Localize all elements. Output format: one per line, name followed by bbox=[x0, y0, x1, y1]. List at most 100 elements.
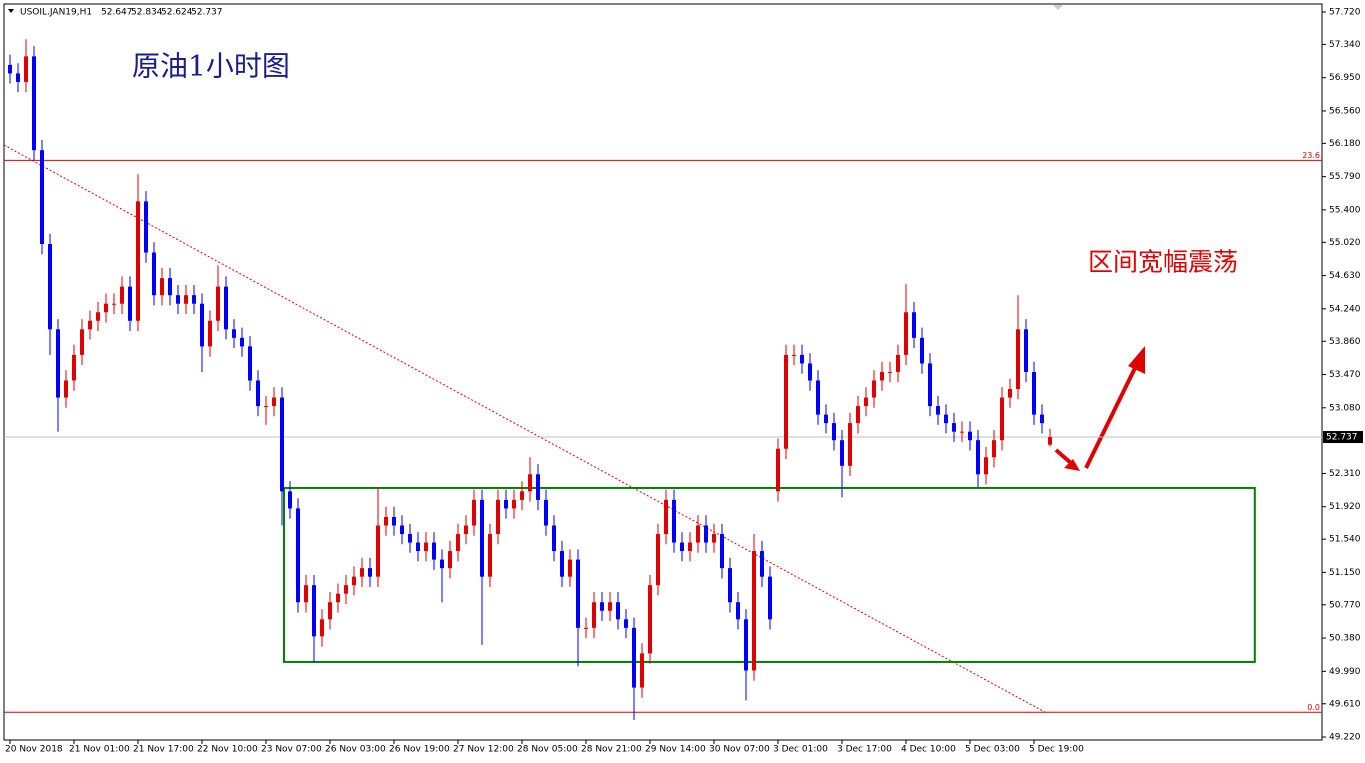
candle-body bbox=[472, 499, 476, 526]
candle-body bbox=[656, 534, 660, 586]
candle-body bbox=[632, 627, 636, 688]
candle-body bbox=[440, 559, 444, 569]
candle-body bbox=[848, 423, 852, 466]
candle-body bbox=[704, 525, 708, 543]
candle-body bbox=[360, 568, 364, 577]
candle-body bbox=[680, 542, 684, 552]
candle-body bbox=[448, 551, 452, 569]
y-tick-label: 53.470 bbox=[1329, 370, 1361, 380]
candle-body bbox=[72, 354, 76, 381]
candle-body bbox=[24, 56, 28, 82]
candle-body bbox=[904, 312, 908, 355]
candle-body bbox=[464, 525, 468, 535]
candle-body bbox=[1032, 371, 1036, 415]
candle-body bbox=[864, 397, 868, 407]
x-tick-label: 23 Nov 07:00 bbox=[261, 745, 322, 755]
fibo-label: 0.0 bbox=[1307, 703, 1320, 712]
candle-body bbox=[200, 303, 204, 347]
trendline bbox=[3, 144, 1046, 713]
range-box bbox=[283, 486, 1256, 663]
candle-body bbox=[192, 295, 196, 304]
candle-body bbox=[720, 534, 724, 569]
price-label-box bbox=[1323, 431, 1363, 444]
candle-body bbox=[528, 474, 532, 492]
candle-body bbox=[760, 551, 764, 577]
candle-body bbox=[624, 619, 628, 628]
candle-body bbox=[808, 363, 812, 381]
candle-body bbox=[672, 499, 676, 543]
candle-body bbox=[920, 337, 924, 364]
candle-body bbox=[640, 653, 644, 688]
candle-body bbox=[912, 312, 916, 338]
candle-body bbox=[576, 559, 580, 628]
y-tick-label: 49.220 bbox=[1329, 733, 1361, 743]
candle-body bbox=[888, 371, 892, 373]
candle-body bbox=[392, 516, 396, 526]
y-tick-label: 57.340 bbox=[1329, 40, 1361, 50]
candle-body bbox=[608, 602, 612, 611]
y-tick-label: 56.950 bbox=[1329, 73, 1361, 83]
arrow-up bbox=[1084, 346, 1145, 469]
shift-marker bbox=[1053, 5, 1063, 10]
y-tick-label: 50.770 bbox=[1329, 600, 1361, 610]
candle-body bbox=[232, 329, 236, 338]
candle-body bbox=[728, 568, 732, 603]
y-tick-label: 55.400 bbox=[1329, 205, 1361, 215]
y-tick-label: 53.080 bbox=[1329, 403, 1361, 413]
chart-title: 原油1小时图 bbox=[132, 50, 290, 83]
price-label: 52.737 bbox=[1326, 433, 1358, 443]
candle-body bbox=[936, 406, 940, 415]
candle-body bbox=[336, 593, 340, 603]
candle-body bbox=[776, 448, 780, 492]
candle-body bbox=[328, 602, 332, 620]
candle-body bbox=[176, 295, 180, 304]
x-tick-label: 26 Nov 03:00 bbox=[325, 745, 386, 755]
candle-body bbox=[320, 619, 324, 637]
candle-body bbox=[480, 499, 484, 577]
candle-body bbox=[768, 576, 772, 620]
plot-frame bbox=[3, 3, 1323, 741]
candle-body bbox=[40, 150, 44, 245]
candle-body bbox=[840, 440, 844, 466]
y-tick-label: 51.920 bbox=[1329, 502, 1361, 512]
candle-body bbox=[968, 431, 972, 441]
candle-body bbox=[664, 499, 668, 535]
x-tick-label: 21 Nov 01:00 bbox=[69, 745, 130, 755]
y-tick-label: 49.610 bbox=[1329, 699, 1361, 709]
x-tick-label: 29 Nov 14:00 bbox=[645, 745, 706, 755]
x-tick-label: 28 Nov 05:00 bbox=[517, 745, 578, 755]
candle-body bbox=[712, 534, 716, 543]
candle-body bbox=[128, 286, 132, 321]
x-tick-label: 27 Nov 12:00 bbox=[453, 745, 514, 755]
candle-body bbox=[48, 244, 52, 330]
candle-body bbox=[312, 585, 316, 637]
candle-body bbox=[496, 499, 500, 535]
candle-body bbox=[544, 499, 548, 526]
x-tick-label: 26 Nov 19:00 bbox=[389, 745, 450, 755]
candle-body bbox=[784, 354, 788, 449]
y-tick-label: 52.310 bbox=[1329, 469, 1361, 479]
candle-body bbox=[928, 363, 932, 407]
candle-body bbox=[800, 354, 804, 364]
x-tick-label: 3 Dec 17:00 bbox=[837, 745, 892, 755]
candle-body bbox=[984, 457, 988, 475]
candle-body bbox=[288, 491, 292, 509]
candle-body bbox=[1000, 397, 1004, 441]
candle-body bbox=[816, 380, 820, 415]
candle-body bbox=[280, 397, 284, 492]
candle-body bbox=[688, 542, 692, 552]
candle-body bbox=[824, 414, 828, 424]
candle-body bbox=[696, 525, 700, 543]
candle-body bbox=[424, 542, 428, 552]
candle-body bbox=[552, 525, 556, 552]
y-tick-label: 55.790 bbox=[1329, 172, 1361, 182]
candle-body bbox=[520, 491, 524, 500]
y-tick-label: 56.180 bbox=[1329, 139, 1361, 149]
candle-body bbox=[944, 414, 948, 424]
x-tick-label: 5 Dec 19:00 bbox=[1029, 745, 1084, 755]
candle-body bbox=[240, 337, 244, 347]
arrow-small bbox=[1054, 448, 1080, 471]
